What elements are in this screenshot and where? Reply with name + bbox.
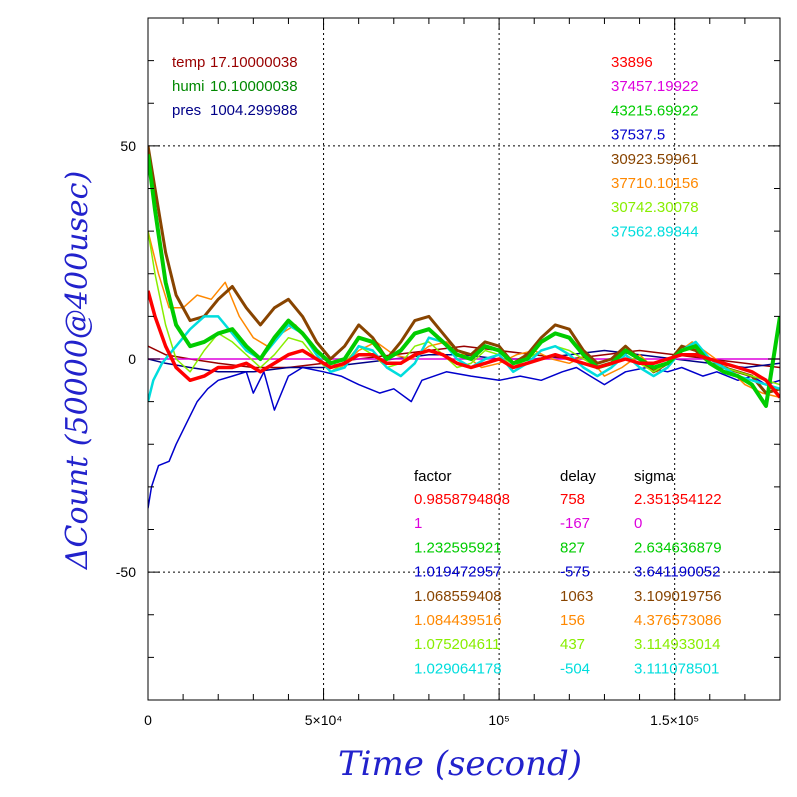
plot-area xyxy=(148,145,780,509)
table-cell-delay: 156 xyxy=(560,612,585,629)
x-tick-label: 5×10⁴ xyxy=(305,712,343,728)
x-axis-label: Time (second) xyxy=(338,744,582,784)
y-axis-label: ΔCount (50000@400usec) xyxy=(60,171,95,570)
table-cell-sigma: 2.634636879 xyxy=(634,539,722,556)
series-line xyxy=(148,345,780,369)
y-tick-label: 0 xyxy=(128,351,136,367)
table-cell-factor: 1.068559408 xyxy=(414,588,502,605)
table-cell-sigma: 3.641190052 xyxy=(634,564,720,581)
base-value: 37562.89844 xyxy=(611,223,699,240)
base-value: 37537.5 xyxy=(611,127,665,144)
tick-labels: 0 5×10⁴ 10⁵ 1.5×10⁵ 50 0 -50 xyxy=(116,138,699,728)
table-cell-delay: -575 xyxy=(560,564,590,581)
table-cell-delay: -167 xyxy=(560,515,590,532)
table-cell-sigma: 3.111078501 xyxy=(634,660,719,677)
env-label: pres xyxy=(172,102,201,119)
series-line xyxy=(148,230,780,386)
env-value: 1004.299988 xyxy=(210,102,298,119)
param-table: factor delay sigma 0.9858794808 758 2.3513541… xyxy=(414,468,722,677)
table-cell-sigma: 0 xyxy=(634,515,642,532)
table-cell-factor: 1.029064178 xyxy=(414,660,502,677)
env-label: humi xyxy=(172,78,205,95)
table-cell-factor: 1 xyxy=(414,515,422,532)
y-tick-label: 50 xyxy=(120,138,136,154)
base-value: 33896 xyxy=(611,54,653,71)
env-value: 17.10000038 xyxy=(210,54,298,71)
env-value: 10.10000038 xyxy=(210,78,298,95)
table-cell-delay: 437 xyxy=(560,636,585,653)
series-line xyxy=(148,290,780,399)
base-legend: 33896 37457.19922 43215.69922 37537.5 30923.… xyxy=(611,54,699,240)
table-cell-delay: 758 xyxy=(560,491,585,508)
x-tick-label: 1.5×10⁵ xyxy=(650,712,699,728)
series-line xyxy=(148,315,780,402)
table-cell-delay: -504 xyxy=(560,660,590,677)
env-legend: temp 17.10000038 humi 10.10000038 pres 100… xyxy=(172,54,298,119)
y-tick-label: -50 xyxy=(116,564,136,580)
table-header-delay: delay xyxy=(560,468,596,485)
table-cell-factor: 1.232595921 xyxy=(414,539,502,556)
table-header-sigma: sigma xyxy=(634,468,675,485)
series-group xyxy=(148,145,780,509)
series-line xyxy=(148,366,780,509)
table-cell-delay: 1063 xyxy=(560,588,593,605)
base-value: 37710.10156 xyxy=(611,175,699,192)
env-label: temp xyxy=(172,54,205,71)
base-value: 37457.19922 xyxy=(611,78,699,95)
table-header-factor: factor xyxy=(414,468,452,485)
table-cell-factor: 0.9858794808 xyxy=(414,491,510,508)
base-value: 43215.69922 xyxy=(611,102,699,119)
x-tick-label: 10⁵ xyxy=(488,712,509,728)
table-cell-sigma: 3.109019756 xyxy=(634,588,722,605)
table-cell-delay: 827 xyxy=(560,539,585,556)
table-cell-factor: 1.084439516 xyxy=(414,612,502,629)
table-cell-factor: 1.075204611 xyxy=(414,636,500,653)
table-cell-factor: 1.019472957 xyxy=(414,564,502,581)
base-value: 30923.59961 xyxy=(611,151,699,168)
axis-ticks xyxy=(147,17,781,701)
table-cell-sigma: 2.351354122 xyxy=(634,491,722,508)
table-cell-sigma: 3.114933014 xyxy=(634,636,720,653)
x-tick-label: 0 xyxy=(144,712,152,728)
table-cell-sigma: 4.376573086 xyxy=(634,612,722,629)
base-value: 30742.30078 xyxy=(611,199,699,216)
